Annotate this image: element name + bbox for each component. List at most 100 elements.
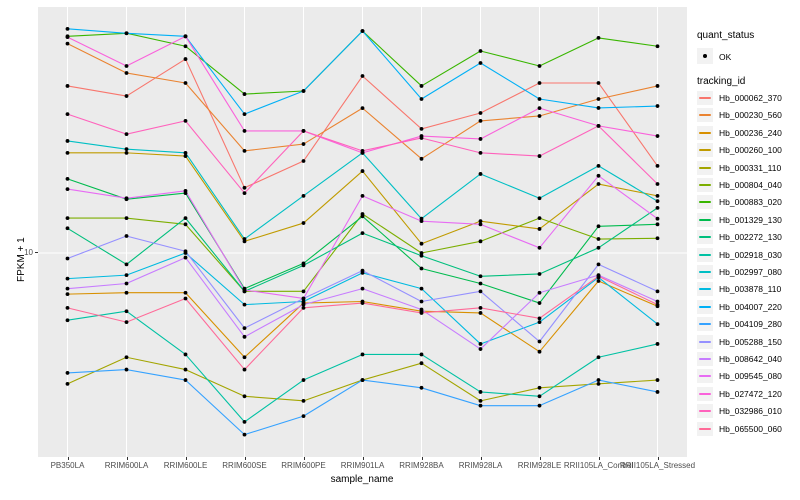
swatch-line xyxy=(699,271,711,273)
data-point xyxy=(242,432,247,437)
legend-item-label: Hb_004109_280 xyxy=(719,319,782,330)
data-point xyxy=(419,253,424,258)
data-point xyxy=(242,185,247,190)
data-point xyxy=(183,378,188,382)
data-point xyxy=(537,106,542,111)
line-swatch-icon xyxy=(697,178,713,192)
swatch-line xyxy=(699,236,711,239)
data-point xyxy=(537,64,542,68)
x-tick-label-RRIM600PE: RRIM600PE xyxy=(281,461,326,470)
data-point xyxy=(183,367,188,372)
data-point xyxy=(183,352,188,357)
plot-panel-canvas xyxy=(38,7,687,457)
x-tick-mark xyxy=(67,457,69,460)
data-point xyxy=(65,26,70,31)
data-point xyxy=(183,57,188,61)
data-point xyxy=(596,163,601,168)
data-point xyxy=(124,290,129,295)
data-point xyxy=(596,245,601,250)
data-point xyxy=(478,274,483,279)
data-point xyxy=(596,378,601,382)
data-point xyxy=(242,288,247,292)
data-point xyxy=(242,302,247,307)
data-point xyxy=(183,150,188,155)
line-swatch-icon xyxy=(697,195,713,210)
line-swatch-icon xyxy=(697,125,713,140)
ok-point-key xyxy=(697,48,713,64)
data-point xyxy=(124,234,129,238)
x-tick-label-RRIM600LA: RRIM600LA xyxy=(104,461,149,470)
data-point xyxy=(478,398,483,403)
data-point xyxy=(360,29,365,33)
data-point xyxy=(124,196,129,201)
data-point xyxy=(65,286,70,291)
data-point xyxy=(655,236,660,241)
x-tick-label-RRIM928BA: RRIM928BA xyxy=(399,461,444,470)
data-point xyxy=(537,301,542,305)
legend-item-label: Hb_002272_130 xyxy=(719,232,782,243)
data-point xyxy=(360,286,365,291)
x-axis-title: sample_name xyxy=(330,474,394,485)
data-point xyxy=(242,191,247,195)
data-point xyxy=(183,44,188,49)
x-tick-label-RRIM928LA: RRIM928LA xyxy=(458,461,503,470)
data-point xyxy=(124,132,129,137)
data-point xyxy=(655,299,660,304)
data-point xyxy=(419,97,424,101)
legend-item-label: Hb_004007_220 xyxy=(719,301,782,312)
data-point xyxy=(183,118,188,123)
data-point xyxy=(596,381,601,386)
x-tick-mark xyxy=(539,457,541,460)
data-point xyxy=(360,268,365,273)
legend-item-label: Hb_000236_240 xyxy=(719,127,782,138)
data-point xyxy=(301,129,306,133)
y-tick-label-10: 10 xyxy=(24,248,33,257)
data-point xyxy=(596,279,601,283)
data-point xyxy=(183,188,188,193)
swatch-line xyxy=(699,340,711,343)
data-point xyxy=(183,255,188,260)
data-point xyxy=(655,390,660,394)
data-point xyxy=(65,139,70,143)
data-point xyxy=(478,61,483,65)
data-point xyxy=(596,173,601,178)
data-point xyxy=(242,92,247,96)
data-point xyxy=(65,150,70,155)
data-point xyxy=(301,302,306,307)
data-point xyxy=(65,318,70,323)
data-point xyxy=(301,299,306,304)
data-point xyxy=(537,339,542,344)
swatch-line xyxy=(699,218,711,221)
data-point xyxy=(183,222,188,227)
data-point xyxy=(419,266,424,271)
swatch-line xyxy=(699,131,711,134)
data-point xyxy=(242,420,247,424)
swatch-line xyxy=(699,392,711,395)
x-tick-mark xyxy=(657,457,659,460)
data-point xyxy=(301,193,306,198)
data-point xyxy=(65,41,70,46)
legend-item-label: Hb_000062_370 xyxy=(719,93,782,103)
data-point xyxy=(655,378,660,382)
x-tick-mark xyxy=(480,457,482,460)
line-swatch-icon xyxy=(697,212,713,227)
data-point xyxy=(596,224,601,229)
data-point xyxy=(242,355,247,360)
line-swatch-icon xyxy=(697,386,713,401)
data-point xyxy=(655,163,660,168)
data-point xyxy=(65,226,70,231)
data-point xyxy=(419,136,424,140)
line-swatch-icon xyxy=(697,247,713,262)
data-point xyxy=(183,154,188,158)
data-point xyxy=(537,154,542,158)
data-point xyxy=(537,385,542,390)
x-tick-mark xyxy=(244,457,246,460)
x-tick-label-RRIM928LE: RRIM928LE xyxy=(517,461,562,470)
swatch-line xyxy=(699,166,711,169)
line-swatch-icon xyxy=(697,265,713,279)
data-point xyxy=(183,290,188,295)
data-point xyxy=(419,352,424,357)
data-point xyxy=(124,273,129,278)
legend-item-label: Hb_027472_120 xyxy=(719,388,782,399)
